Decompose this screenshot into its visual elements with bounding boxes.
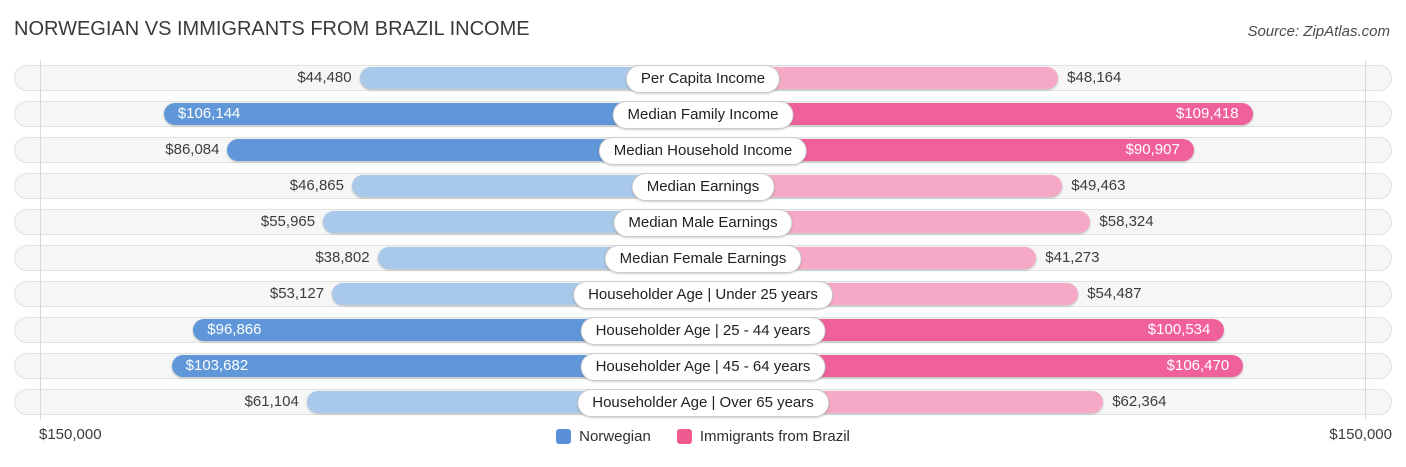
- chart-row: $44,480 $48,164 Per Capita Income: [14, 65, 1392, 93]
- value-brazil: $48,164: [1067, 69, 1122, 86]
- norwegian-swatch-icon: [556, 428, 572, 444]
- bar-brazil: [703, 211, 1091, 233]
- value-norwegian: $103,682: [185, 357, 249, 374]
- value-brazil: $109,418: [1175, 105, 1239, 122]
- value-brazil: $100,534: [1147, 321, 1211, 338]
- value-brazil: $54,487: [1087, 285, 1142, 302]
- value-brazil: $58,324: [1099, 213, 1154, 230]
- axis-max-label-right: $150,000: [1329, 426, 1392, 443]
- value-brazil: $49,463: [1071, 177, 1126, 194]
- legend-item-norwegian: Norwegian: [556, 428, 651, 445]
- category-label: Per Capita Income: [625, 65, 781, 93]
- chart-row: $61,104 $62,364 Householder Age | Over 65 …: [14, 389, 1392, 417]
- bar-brazil: [703, 67, 1059, 89]
- value-norwegian: $44,480: [297, 69, 352, 86]
- chart-footer: $150,000 Norwegian Immigrants from Brazi…: [14, 425, 1392, 447]
- axis-max-label-left: $150,000: [39, 426, 102, 443]
- category-label: Median Earnings: [631, 173, 775, 201]
- bar-norwegian: [359, 67, 703, 89]
- source-attribution: Source: ZipAtlas.com: [1247, 23, 1390, 40]
- category-label: Householder Age | 25 - 44 years: [580, 317, 826, 345]
- bar-norwegian: [163, 103, 703, 125]
- chart-row: $96,866 $100,534 Householder Age | 25 - 44…: [14, 317, 1392, 345]
- category-label: Median Family Income: [612, 101, 794, 129]
- chart-area: $44,480 $48,164 Per Capita Income $106,144 $…: [14, 60, 1392, 420]
- value-norwegian: $46,865: [289, 177, 344, 194]
- value-norwegian: $106,144: [177, 105, 241, 122]
- bar-norwegian: [323, 211, 703, 233]
- legend-item-brazil: Immigrants from Brazil: [676, 427, 850, 445]
- chart-rows: $44,480 $48,164 Per Capita Income $106,144 $…: [14, 65, 1392, 417]
- value-brazil: $106,470: [1166, 357, 1230, 374]
- chart-row: $86,084 $90,907 Median Household Income: [14, 137, 1392, 165]
- category-label: Householder Age | Under 25 years: [573, 281, 833, 309]
- legend: Norwegian Immigrants from Brazil: [556, 428, 850, 445]
- value-norwegian: $61,104: [244, 393, 299, 410]
- bar-norwegian: [171, 355, 703, 377]
- brazil-swatch-icon: [676, 428, 692, 444]
- bar-brazil: [703, 103, 1253, 125]
- value-brazil: $90,907: [1125, 141, 1180, 158]
- chart-row: $46,865 $49,463 Median Earnings: [14, 173, 1392, 201]
- value-norwegian: $38,802: [315, 249, 370, 266]
- bar-brazil: [703, 319, 1225, 341]
- value-norwegian: $53,127: [269, 285, 325, 302]
- category-label: Median Household Income: [598, 137, 808, 165]
- bar-brazil: [703, 355, 1244, 377]
- chart-row: $103,682 $106,470 Householder Age | 45 - 6…: [14, 353, 1392, 381]
- header: NORWEGIAN VS IMMIGRANTS FROM BRAZIL INCO…: [0, 0, 1406, 41]
- bar-brazil: [703, 175, 1063, 197]
- chart-row: $55,965 $58,324 Median Male Earnings: [14, 209, 1392, 237]
- bar-norwegian: [227, 139, 703, 161]
- value-brazil: $41,273: [1045, 249, 1100, 266]
- left-axis-gridline: [40, 60, 41, 420]
- value-norwegian: $55,965: [260, 213, 316, 230]
- bar-norwegian: [351, 175, 703, 197]
- legend-label-norwegian: Norwegian: [579, 427, 651, 445]
- category-label: Householder Age | 45 - 64 years: [580, 353, 826, 381]
- chart-row: $106,144 $109,418 Median Family Income: [14, 101, 1392, 129]
- chart-row: $53,127 $54,487 Householder Age | Under 25…: [14, 281, 1392, 309]
- value-brazil: $62,364: [1112, 393, 1167, 410]
- chart-title: NORWEGIAN VS IMMIGRANTS FROM BRAZIL INCO…: [14, 18, 530, 40]
- value-norwegian: $96,866: [207, 321, 262, 338]
- bar-norwegian: [193, 319, 703, 341]
- category-label: Median Female Earnings: [604, 245, 802, 273]
- category-label: Householder Age | Over 65 years: [577, 389, 829, 417]
- legend-label-brazil: Immigrants from Brazil: [699, 427, 850, 445]
- chart-row: $38,802 $41,273 Median Female Earnings: [14, 245, 1392, 273]
- bar-brazil: [703, 139, 1194, 161]
- category-label: Median Male Earnings: [613, 209, 793, 237]
- right-axis-gridline: [1365, 60, 1366, 420]
- value-norwegian: $86,084: [165, 141, 220, 158]
